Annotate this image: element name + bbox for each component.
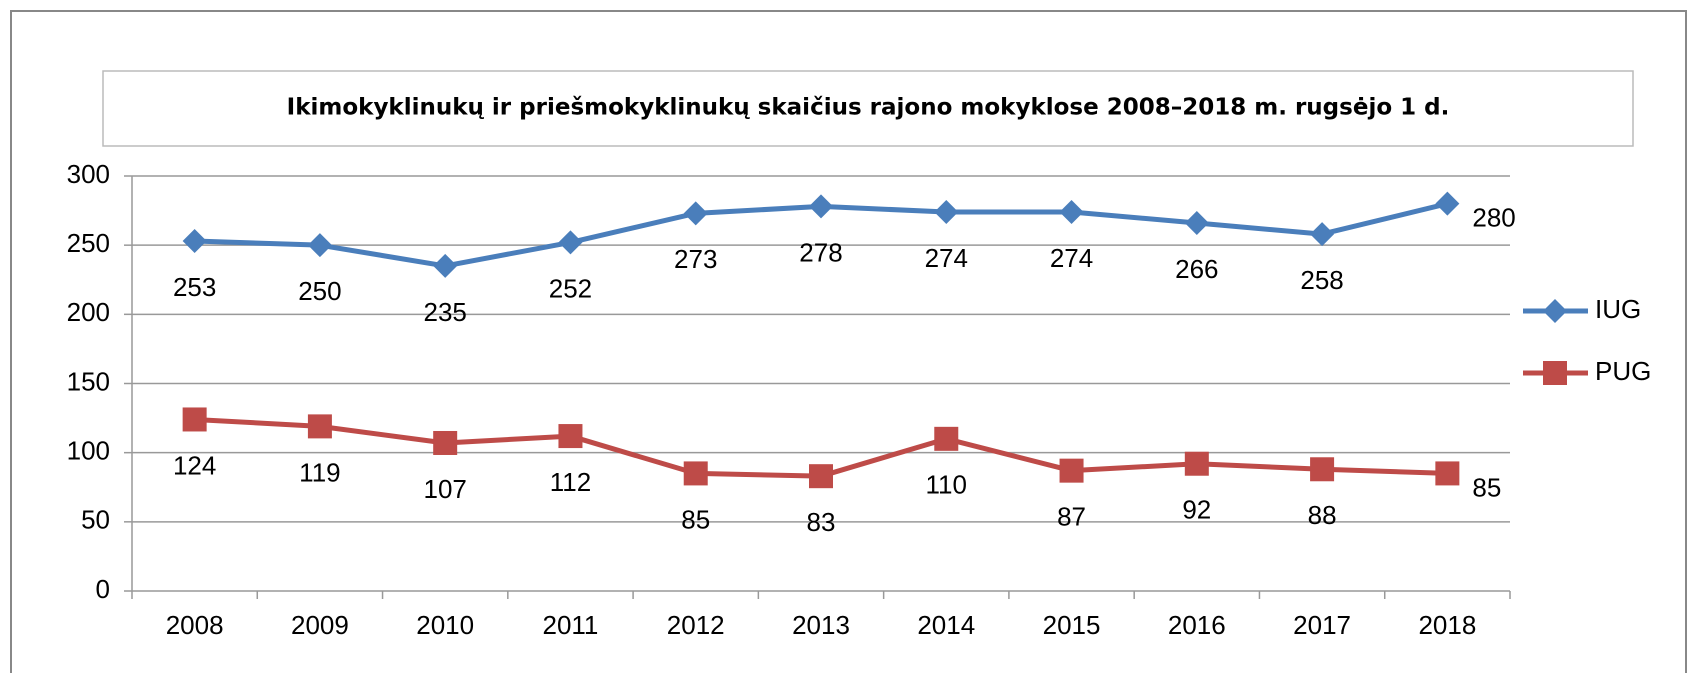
marker: [558, 230, 583, 255]
marker: [683, 201, 708, 226]
legend-label: PUG: [1595, 356, 1651, 386]
marker: [307, 233, 332, 258]
title-box: [102, 70, 1634, 147]
x-tick-label: 2011: [542, 610, 598, 640]
chart-title: Ikimokyklinukų ir priešmokyklinukų skaič…: [287, 95, 1450, 121]
data-label: 280: [1472, 203, 1515, 233]
marker: [934, 199, 959, 224]
x-tick-label: 2018: [1418, 610, 1476, 640]
x-tick-label: 2013: [792, 610, 850, 640]
y-tick-label: 50: [81, 505, 110, 535]
data-label: 83: [807, 507, 836, 537]
x-tick-label: 2014: [917, 610, 975, 640]
legend-label: IUG: [1595, 294, 1641, 324]
data-label: 273: [674, 244, 717, 274]
data-label: 235: [423, 297, 466, 327]
marker: [1310, 222, 1335, 247]
marker: [809, 194, 833, 219]
data-label: 92: [1182, 495, 1211, 525]
marker: [1310, 457, 1335, 482]
x-tick-label: 2015: [1043, 610, 1101, 640]
data-label: 110: [926, 470, 967, 500]
marker: [809, 464, 833, 489]
marker: [1059, 458, 1084, 483]
marker: [1543, 361, 1567, 385]
y-tick-label: 0: [96, 574, 110, 604]
marker: [307, 414, 332, 439]
marker: [1435, 191, 1460, 216]
y-tick-label: 300: [67, 159, 110, 189]
marker: [683, 461, 708, 486]
y-tick-label: 100: [67, 436, 110, 466]
x-tick-label: 2010: [416, 610, 474, 640]
data-label: 274: [1050, 243, 1093, 273]
marker: [433, 430, 458, 455]
data-label: 85: [1472, 472, 1501, 502]
x-tick-label: 2012: [667, 610, 725, 640]
data-label: 253: [173, 272, 216, 302]
data-label: 274: [925, 243, 968, 273]
data-label: 119: [299, 457, 340, 487]
marker: [182, 229, 207, 254]
data-label: 85: [681, 504, 710, 534]
x-tick-label: 2017: [1293, 610, 1351, 640]
data-label: 250: [298, 276, 341, 306]
x-tick-label: 2009: [291, 610, 349, 640]
marker: [1184, 451, 1209, 476]
y-tick-label: 250: [67, 228, 110, 258]
data-label: 112: [550, 467, 591, 497]
y-tick-label: 150: [67, 366, 110, 396]
data-label: 87: [1057, 502, 1086, 532]
marker: [433, 253, 458, 278]
data-label: 107: [423, 474, 466, 504]
marker: [1543, 299, 1567, 323]
marker: [1059, 199, 1084, 224]
y-tick-label: 200: [67, 297, 110, 327]
data-label: 258: [1300, 265, 1343, 295]
marker: [558, 424, 583, 449]
marker: [1184, 211, 1209, 236]
data-label: 124: [173, 450, 216, 480]
marker: [934, 426, 959, 451]
data-label: 278: [799, 237, 842, 267]
data-label: 252: [549, 273, 592, 303]
marker: [182, 407, 207, 432]
marker: [1435, 461, 1460, 486]
data-label: 266: [1175, 254, 1218, 284]
x-tick-label: 2008: [166, 610, 224, 640]
data-label: 88: [1308, 500, 1337, 530]
x-tick-label: 2016: [1168, 610, 1226, 640]
